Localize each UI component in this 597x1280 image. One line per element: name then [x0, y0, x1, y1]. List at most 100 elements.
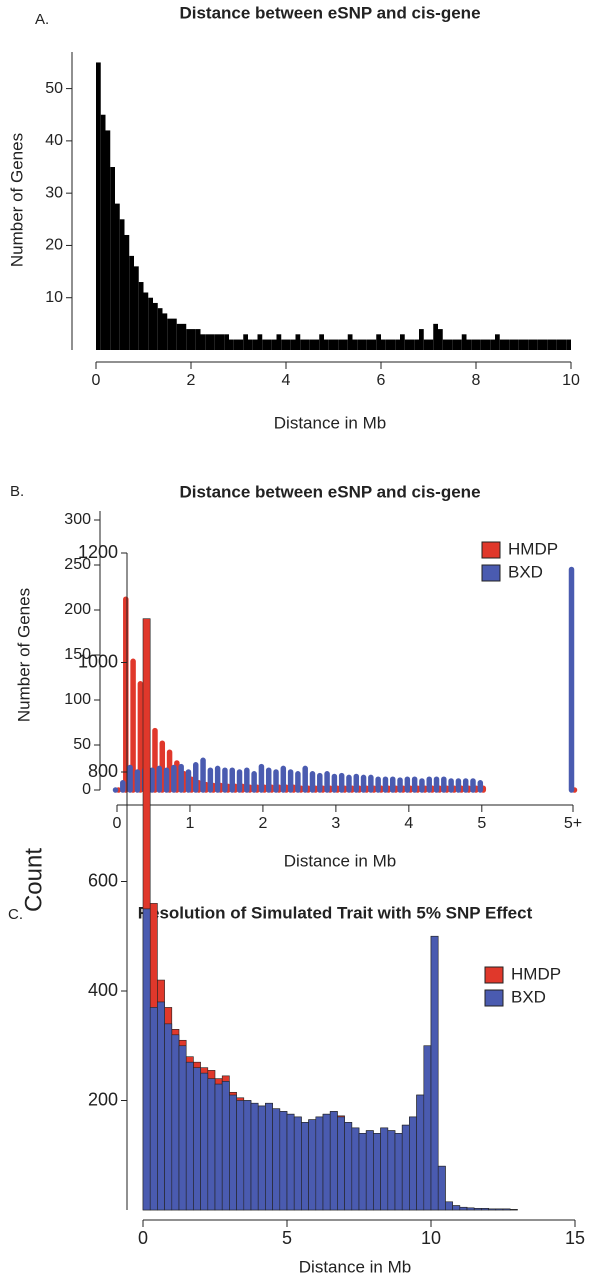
- bar: [195, 329, 201, 350]
- bar: [409, 339, 415, 350]
- y-tick-label: 0: [82, 781, 91, 798]
- legend-label: BXD: [511, 987, 546, 1006]
- bar: [490, 339, 495, 350]
- bar: [181, 323, 187, 350]
- bar: [191, 329, 196, 350]
- bar: [409, 1116, 417, 1211]
- y-tick-label: 10: [45, 289, 63, 306]
- bar: [171, 1034, 180, 1211]
- bar: [495, 1208, 504, 1211]
- bar: [366, 339, 372, 350]
- bar: [466, 339, 472, 350]
- bar: [365, 1130, 374, 1211]
- bar: [566, 339, 571, 350]
- y-tick-label: 1000: [78, 651, 118, 671]
- bar: [352, 339, 358, 350]
- bar: [419, 329, 424, 350]
- bar: [267, 339, 272, 350]
- bar: [286, 339, 291, 350]
- bar: [153, 302, 158, 350]
- bar: [552, 339, 557, 350]
- bar: [149, 1007, 158, 1211]
- bar: [293, 1116, 302, 1211]
- bar: [416, 1094, 425, 1211]
- bar: [314, 339, 320, 350]
- bar: [322, 1113, 331, 1211]
- x-tick-label: 3: [331, 815, 340, 832]
- y-tick-label: 200: [64, 601, 91, 618]
- bar: [504, 339, 510, 350]
- bar: [315, 1116, 324, 1211]
- bar: [351, 1127, 360, 1211]
- bar: [233, 339, 239, 350]
- bar: [461, 334, 467, 350]
- bar: [200, 334, 206, 350]
- bar: [176, 323, 182, 350]
- bar: [433, 323, 438, 350]
- bar: [257, 334, 263, 350]
- bar: [279, 1111, 288, 1211]
- x-tick-label: 2: [187, 372, 196, 389]
- y-tick-label: 100: [64, 691, 91, 708]
- bar: [319, 334, 324, 350]
- panel-label: C.: [8, 906, 23, 923]
- x-tick-label: 5+: [564, 815, 582, 832]
- bar: [437, 1165, 446, 1211]
- bar: [423, 339, 429, 350]
- chart-title: Resolution of Simulated Trait with 5% SN…: [138, 903, 533, 922]
- bar: [265, 1102, 273, 1211]
- bar: [221, 1081, 230, 1211]
- bar: [400, 334, 405, 350]
- bar: [343, 339, 348, 350]
- bar: [344, 1122, 353, 1211]
- bar: [129, 255, 134, 350]
- bar: [537, 339, 543, 350]
- bar: [138, 282, 144, 350]
- bar: [157, 1001, 165, 1211]
- bar: [143, 292, 149, 350]
- bar: [362, 339, 367, 350]
- x-tick-label: 4: [404, 815, 413, 832]
- bar: [328, 339, 334, 350]
- bar: [337, 1116, 345, 1211]
- bar: [518, 339, 524, 350]
- bar: [502, 1208, 511, 1211]
- bar: [528, 339, 533, 350]
- bar: [373, 1133, 381, 1211]
- bar: [214, 334, 220, 350]
- bar: [115, 203, 120, 350]
- bar: [162, 313, 168, 350]
- bar: [301, 1122, 309, 1211]
- bar: [481, 1208, 489, 1211]
- x-axis-label: Distance in Mb: [284, 851, 396, 870]
- bar: [96, 62, 101, 350]
- bar: [390, 339, 396, 350]
- bar: [499, 339, 505, 350]
- x-tick-label: 0: [113, 815, 122, 832]
- bar: [100, 114, 106, 350]
- bar: [404, 339, 410, 350]
- bar: [452, 339, 457, 350]
- y-tick-label: 800: [88, 761, 118, 781]
- bar: [442, 339, 448, 350]
- bar: [214, 1083, 223, 1211]
- bar: [200, 1072, 209, 1211]
- bar: [164, 1023, 173, 1211]
- chart-title: Distance between eSNP and cis-gene: [179, 3, 480, 22]
- bar: [333, 339, 339, 350]
- bar: [193, 1067, 201, 1211]
- y-tick-label: 30: [45, 184, 63, 201]
- bar: [262, 339, 267, 350]
- bar: [381, 339, 386, 350]
- bar: [395, 339, 400, 350]
- x-tick-label: 5: [282, 1228, 292, 1248]
- y-axis-label: Number of Genes: [7, 133, 26, 267]
- bar: [157, 308, 163, 350]
- bar: [428, 339, 434, 350]
- bar: [148, 297, 153, 350]
- bar: [186, 329, 191, 350]
- panel-label: A.: [35, 11, 49, 28]
- y-tick-label: 200: [88, 1089, 118, 1109]
- bar: [358, 1133, 367, 1211]
